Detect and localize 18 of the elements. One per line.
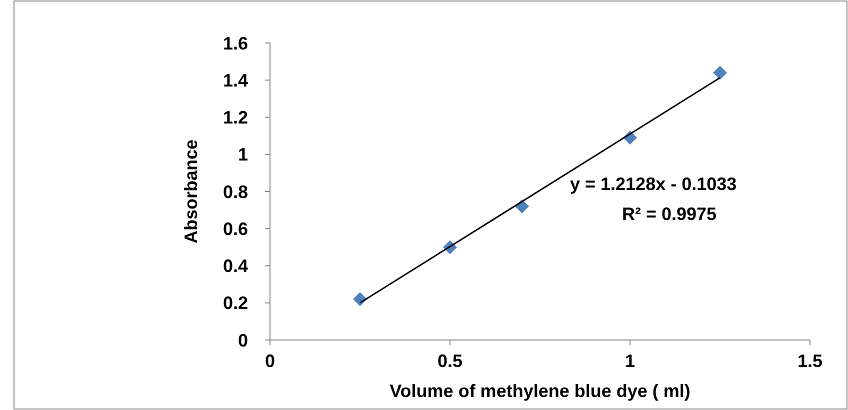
annotation: y = 1.2128x - 0.1033 bbox=[570, 174, 737, 194]
x-tick-label: 0.5 bbox=[437, 351, 463, 371]
y-tick-label: 0.4 bbox=[222, 256, 248, 276]
x-axis-title: Volume of methylene blue dye ( ml) bbox=[390, 381, 690, 401]
y-tick-label: 1.6 bbox=[222, 33, 248, 54]
y-tick-label: 0.2 bbox=[222, 293, 248, 314]
annotation: R² = 0.9975 bbox=[622, 204, 717, 224]
x-tick-label: 1.5 bbox=[797, 351, 823, 371]
y-tick-label: 1.4 bbox=[222, 70, 248, 90]
y-tick-label: 1 bbox=[238, 144, 248, 165]
y-tick-label: 1.2 bbox=[222, 108, 248, 128]
x-tick-label: 1 bbox=[624, 351, 636, 371]
y-tick-label: 0.8 bbox=[222, 182, 248, 202]
x-tick-label: 0 bbox=[264, 351, 276, 371]
point bbox=[713, 66, 727, 80]
y-axis-title: Absorbance bbox=[181, 139, 201, 244]
y-tick-label: 0.6 bbox=[222, 218, 248, 239]
y-tick-label: 0 bbox=[238, 330, 248, 350]
